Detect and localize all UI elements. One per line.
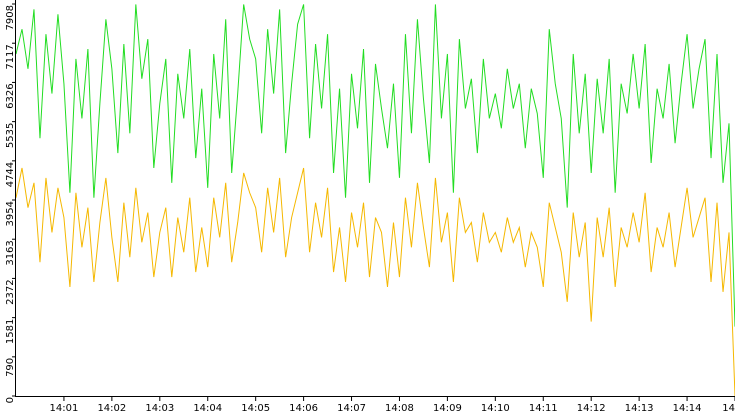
x-tick-label: 14:07 bbox=[337, 403, 366, 414]
x-tick-label: 14 bbox=[722, 403, 735, 414]
x-tick-label: 14:08 bbox=[385, 403, 414, 414]
series-line bbox=[15, 4, 735, 327]
y-tick-label: 7908 bbox=[5, 5, 16, 30]
x-tick-label: 14:14 bbox=[673, 403, 702, 414]
y-tick-label: 790 bbox=[5, 358, 16, 377]
y-tick-label: 5535 bbox=[5, 123, 16, 148]
x-tick-label: 14:11 bbox=[529, 403, 558, 414]
x-tick-label: 14:12 bbox=[577, 403, 606, 414]
x-tick-label: 14:02 bbox=[97, 403, 126, 414]
x-tick-label: 14:06 bbox=[289, 403, 318, 414]
x-tick-label: 14:01 bbox=[50, 403, 79, 414]
series-line bbox=[15, 167, 735, 397]
x-tick-label: 14:04 bbox=[193, 403, 222, 414]
y-tick-label: 4744 bbox=[5, 162, 16, 187]
y-tick-label: 2372 bbox=[5, 279, 16, 304]
x-tick-label: 14:09 bbox=[433, 403, 462, 414]
x-tick-label: 14:13 bbox=[625, 403, 654, 414]
x-tick-label: 14:10 bbox=[481, 403, 510, 414]
y-tick-label: 3163 bbox=[5, 240, 16, 265]
y-tick-label: 0 bbox=[5, 397, 16, 403]
y-tick-label: 3954 bbox=[5, 201, 16, 226]
y-tick-label: 6326 bbox=[5, 83, 16, 108]
x-tick-label: 14:05 bbox=[241, 403, 270, 414]
x-tick-label: 14:03 bbox=[145, 403, 174, 414]
y-tick-label: 7117 bbox=[5, 44, 16, 69]
y-tick-label: 1581 bbox=[5, 319, 16, 344]
